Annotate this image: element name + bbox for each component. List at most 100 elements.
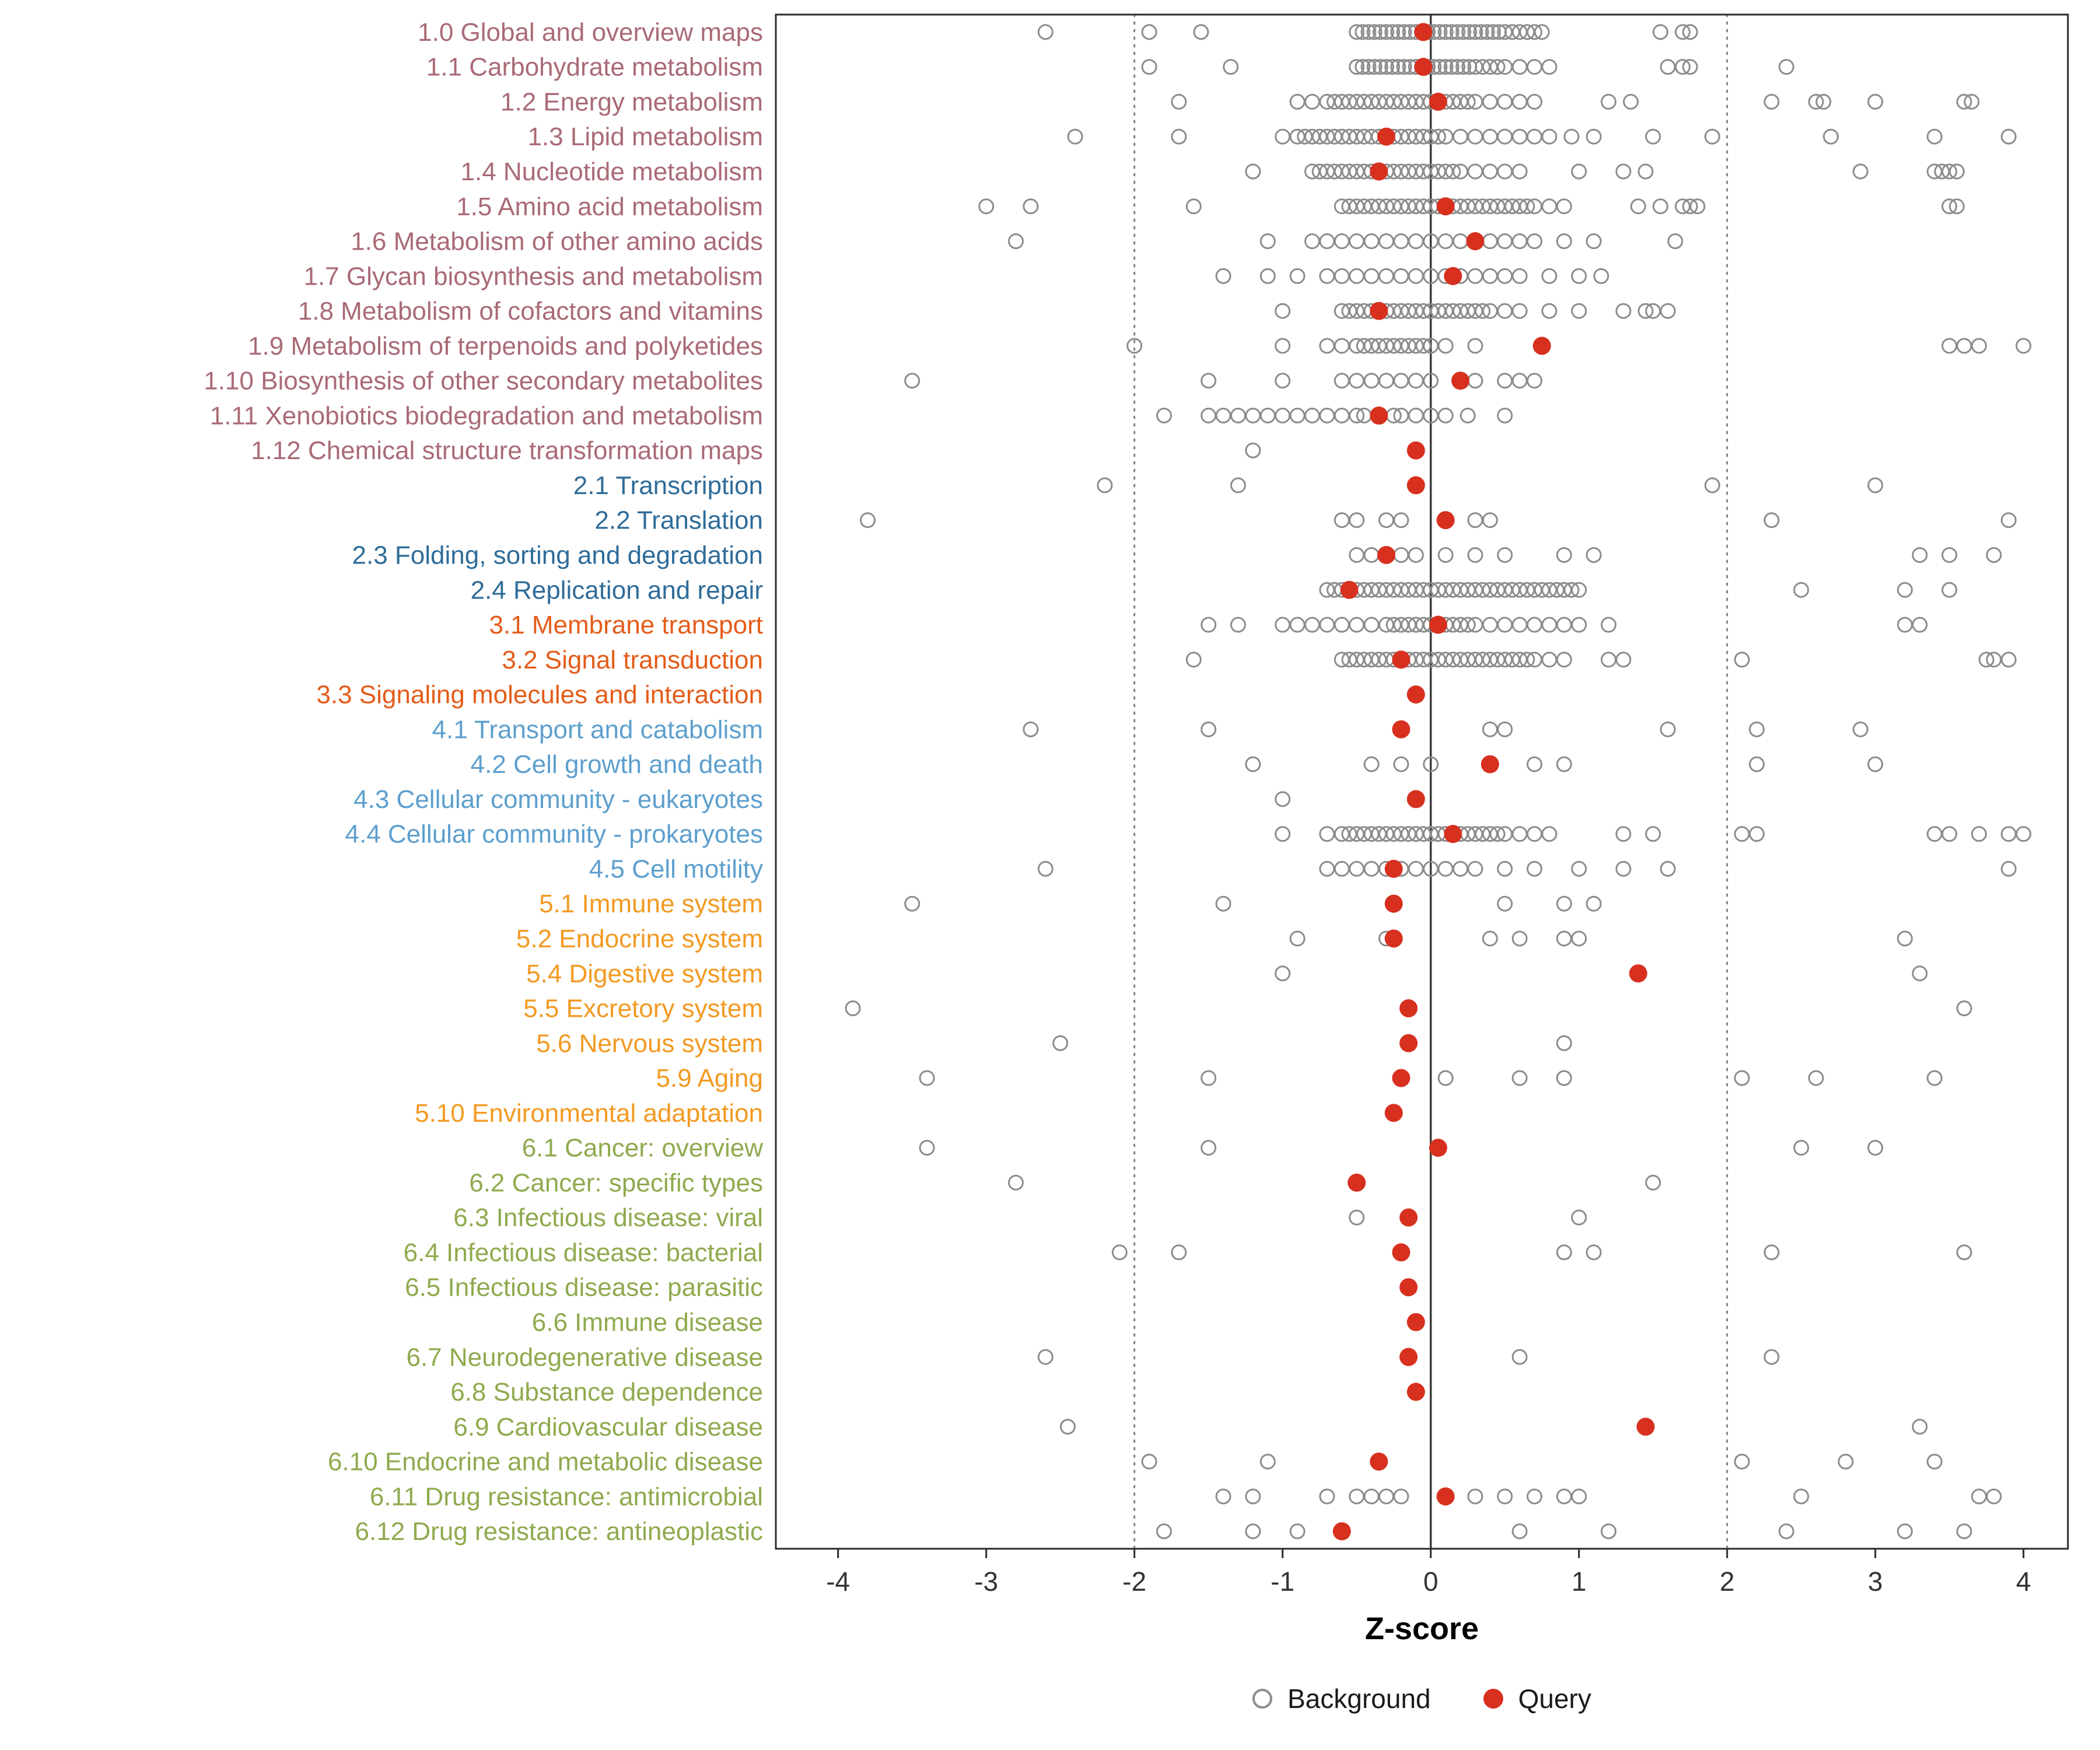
background-point <box>1497 721 1513 737</box>
background-point <box>1037 1349 1054 1365</box>
background-point <box>1637 303 1654 319</box>
background-point <box>1734 652 1750 668</box>
background-point <box>1527 860 1543 877</box>
background-point <box>845 1000 861 1017</box>
background-point <box>1497 1488 1513 1504</box>
background-point <box>1396 24 1412 40</box>
category-label: 2.4 Replication and repair <box>471 576 763 604</box>
background-point <box>1156 407 1172 424</box>
category-label: 4.3 Cellular community - eukaryotes <box>354 785 763 814</box>
background-point <box>1645 1174 1661 1191</box>
query-point <box>1436 197 1455 216</box>
query-point <box>1406 476 1425 495</box>
category-label: 5.6 Nervous system <box>536 1029 763 1058</box>
background-point <box>1449 24 1465 40</box>
background-point <box>1749 721 1765 737</box>
background-point <box>1563 582 1580 598</box>
category-label: 2.1 Transcription <box>573 471 763 500</box>
background-point <box>1763 93 1780 110</box>
category-label: 1.6 Metabolism of other amino acids <box>351 228 763 256</box>
background-point <box>1675 59 1691 75</box>
background-point <box>2000 860 2017 877</box>
background-point <box>1354 24 1371 40</box>
background-point <box>1215 895 1231 912</box>
background-point <box>1808 1070 1824 1086</box>
background-point <box>1793 1488 1810 1504</box>
background-point <box>1360 59 1377 75</box>
background-point <box>1956 1523 1972 1539</box>
background-point <box>1971 338 1987 354</box>
query-point <box>1629 964 1647 983</box>
background-point <box>1682 59 1698 75</box>
background-point <box>1867 756 1884 772</box>
category-label: 5.2 Endocrine system <box>516 925 763 953</box>
background-point <box>1460 407 1476 424</box>
category-label: 1.3 Lipid metabolism <box>527 123 763 151</box>
query-point <box>1399 1034 1418 1052</box>
background-point <box>1971 826 1987 842</box>
background-point <box>1511 1070 1528 1086</box>
query-point <box>1406 1382 1425 1401</box>
category-label: 1.1 Carbohydrate metabolism <box>426 53 763 82</box>
background-point <box>1615 163 1632 180</box>
background-point <box>1601 617 1617 633</box>
background-point <box>1630 198 1646 215</box>
background-point <box>1259 268 1276 284</box>
query-point <box>1406 790 1425 808</box>
query-point <box>1399 1208 1418 1227</box>
query-point <box>1414 23 1433 41</box>
background-point <box>1615 652 1632 668</box>
query-point <box>1392 1069 1410 1087</box>
background-point <box>1615 860 1632 877</box>
background-point <box>1245 442 1261 459</box>
background-point <box>1556 1070 1572 1086</box>
background-point <box>1393 1488 1409 1504</box>
background-point <box>1563 128 1580 145</box>
background-point <box>1541 128 1558 145</box>
background-point <box>1556 895 1572 912</box>
background-point <box>1571 617 1587 633</box>
background-point <box>1852 721 1868 737</box>
category-label: 5.9 Aging <box>656 1064 764 1093</box>
background-point <box>859 512 876 528</box>
background-point <box>1432 24 1448 40</box>
background-point <box>1511 268 1528 284</box>
background-point <box>1571 1488 1587 1504</box>
category-label: 6.10 Endocrine and metabolic disease <box>328 1448 763 1476</box>
background-point <box>2000 512 2017 528</box>
category-label: 6.7 Neurodegenerative disease <box>406 1343 763 1371</box>
x-axis-tick-label: -1 <box>1270 1566 1294 1597</box>
legend-label-background: Background <box>1287 1684 1431 1714</box>
background-point <box>1556 198 1572 215</box>
background-point <box>1449 59 1465 75</box>
category-label: 6.5 Infectious disease: parasitic <box>405 1273 763 1302</box>
background-point <box>1185 652 1202 668</box>
background-point <box>1475 303 1491 319</box>
panel-background <box>776 15 2068 1549</box>
query-point <box>1429 92 1447 111</box>
background-point <box>1171 128 1187 145</box>
background-point <box>1200 721 1217 737</box>
background-point <box>1437 407 1454 424</box>
background-point <box>2000 652 2017 668</box>
category-label: 1.4 Nucleotide metabolism <box>461 158 763 186</box>
background-point <box>1215 1488 1231 1504</box>
query-point-icon <box>1483 1689 1503 1709</box>
background-point <box>1171 93 1187 110</box>
background-point <box>1372 24 1388 40</box>
background-point <box>1437 547 1454 563</box>
background-point <box>1734 1070 1750 1086</box>
background-point <box>1230 477 1247 494</box>
category-label: 1.9 Metabolism of terpenoids and polyket… <box>248 332 763 360</box>
category-label: 5.10 Environmental adaptation <box>415 1099 763 1128</box>
background-point <box>1519 198 1535 215</box>
background-point <box>1467 1488 1483 1504</box>
query-point <box>1466 232 1485 251</box>
background-point <box>1511 930 1528 947</box>
background-point <box>1704 128 1720 145</box>
background-point <box>1704 477 1720 494</box>
background-point <box>1956 1244 1972 1261</box>
background-point <box>1037 860 1054 877</box>
query-point <box>1399 1348 1418 1366</box>
background-point <box>1623 93 1639 110</box>
